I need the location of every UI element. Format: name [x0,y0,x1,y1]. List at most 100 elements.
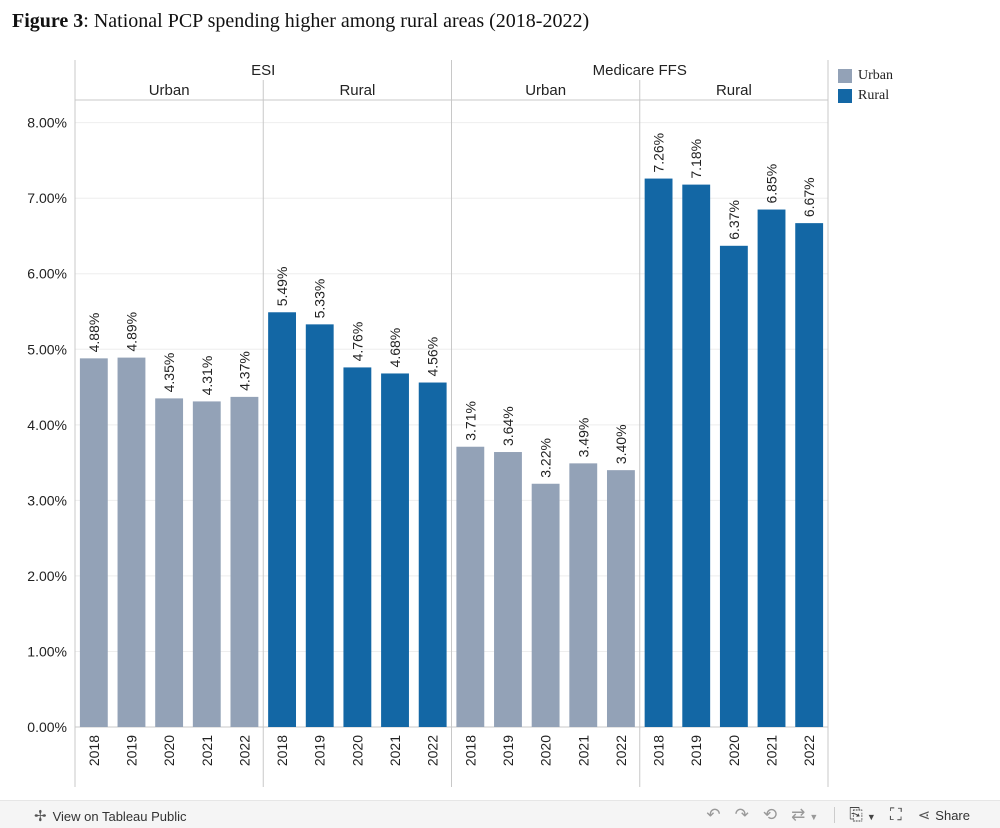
view-on-tableau-link[interactable]: ✢ View on Tableau Public [34,807,187,825]
data-label: 7.18% [688,139,704,179]
group-header: Medicare FFS [593,62,687,79]
y-tick-label: 2.00% [27,568,67,584]
data-label: 6.85% [764,164,780,204]
x-tick-label: 2021 [575,735,591,766]
y-tick-label: 4.00% [27,417,67,433]
data-label: 4.76% [349,322,365,362]
data-label: 4.31% [199,356,215,396]
data-label: 4.35% [161,353,177,393]
bar [230,396,259,727]
subgroup-header: Urban [525,82,566,99]
bar [192,401,221,727]
y-tick-label: 6.00% [27,266,67,282]
y-tick-label: 7.00% [27,190,67,206]
undo-icon[interactable]: ↶ [706,805,721,824]
subgroup-header: Rural [716,82,752,99]
data-label: 3.22% [538,438,554,478]
legend-label-rural: Rural [858,88,890,103]
legend-swatch-urban [838,69,852,83]
x-tick-label: 2022 [425,735,441,766]
legend-label-urban: Urban [858,68,893,83]
data-label: 3.71% [462,401,478,441]
x-tick-label: 2019 [123,735,139,766]
x-tick-label: 2022 [236,735,252,766]
x-tick-label: 2020 [161,735,177,766]
figure-title-text: : National PCP spending higher among rur… [83,10,590,32]
bar [719,245,748,727]
x-tick-label: 2020 [726,735,742,766]
x-tick-label: 2018 [86,735,102,766]
share-label: Share [935,807,970,823]
x-tick-label: 2020 [349,735,365,766]
x-tick-label: 2021 [387,735,403,766]
bar [569,463,598,727]
data-label: 4.56% [425,337,441,377]
y-tick-label: 1.00% [27,643,67,659]
bar [456,446,485,727]
tableau-logo-icon: ✢ [34,808,47,825]
bar-chart: 0.00% 1.00% 2.00% 3.00% 4.00% 5.00% 6.00% 7.00%… [27,60,829,787]
fullscreen-icon[interactable]: ⛶ [889,805,902,824]
bar [343,367,372,727]
data-label: 4.89% [123,312,139,352]
download-icon[interactable]: ⎘ ▼ [849,805,876,824]
data-label: 6.37% [726,200,742,240]
revert-icon[interactable]: ⟲ [762,805,778,824]
data-label: 5.33% [312,279,328,319]
toolbar-actions: ↶ ↷ ⟲ ⇄ ▼ ⎘ ▼ ⛶ ⋖ Share [692,805,970,825]
bar [531,483,560,727]
data-label: 5.49% [274,267,290,307]
data-label: 3.64% [500,406,516,446]
share-icon: ⋖ [917,807,931,824]
y-tick-label: 0.00% [27,719,67,735]
x-tick-label: 2018 [651,735,667,766]
view-on-tableau-label: View on Tableau Public [52,808,187,824]
share-button[interactable]: ⋖ Share [918,806,970,824]
data-label: 4.88% [86,313,102,353]
data-label: 7.26% [651,133,667,173]
x-tick-label: 2022 [613,735,629,766]
bar [795,223,824,727]
legend: Urban Rural [838,66,893,106]
legend-item-rural[interactable]: Rural [838,86,893,106]
bar [117,357,146,727]
x-tick-label: 2021 [764,735,780,766]
x-tick-label: 2019 [312,735,328,766]
redo-icon[interactable]: ↷ [734,805,749,824]
group-header: ESI [251,62,275,79]
data-label: 3.49% [575,418,591,458]
bar [268,312,297,727]
data-label: 4.68% [387,328,403,368]
x-tick-label: 2019 [500,735,516,766]
bar [757,209,786,728]
figure-label: Figure 3 [12,10,84,32]
bar [155,398,184,727]
data-label: 6.67% [801,177,817,217]
bar [494,452,522,727]
bar [79,358,108,727]
figure-title: Figure 3: National PCP spending higher a… [12,10,589,33]
bar [644,178,673,728]
y-tick-label: 5.00% [27,341,67,357]
y-tick-label: 3.00% [27,492,67,508]
subgroup-header: Rural [339,82,375,99]
refresh-icon[interactable]: ⇄ ▼ [791,805,819,824]
x-tick-label: 2021 [199,735,215,766]
toolbar-divider [834,807,836,823]
y-tick-label: 8.00% [27,115,67,131]
legend-item-urban[interactable]: Urban [838,66,893,86]
x-tick-label: 2019 [688,735,704,766]
bar [418,382,447,727]
x-tick-label: 2022 [801,735,817,766]
x-tick-label: 2018 [462,735,478,766]
x-tick-label: 2020 [538,735,554,766]
bar [305,324,334,727]
bar [606,470,635,727]
tableau-toolbar: ✢ View on Tableau Public ↶ ↷ ⟲ ⇄ ▼ ⎘ ▼ ⛶ ⋖… [0,800,1000,828]
data-label: 4.37% [236,351,252,391]
bar [682,184,711,727]
subgroup-header: Urban [149,82,190,99]
bar [381,373,409,727]
data-label: 3.40% [613,424,629,464]
legend-swatch-rural [838,89,852,103]
